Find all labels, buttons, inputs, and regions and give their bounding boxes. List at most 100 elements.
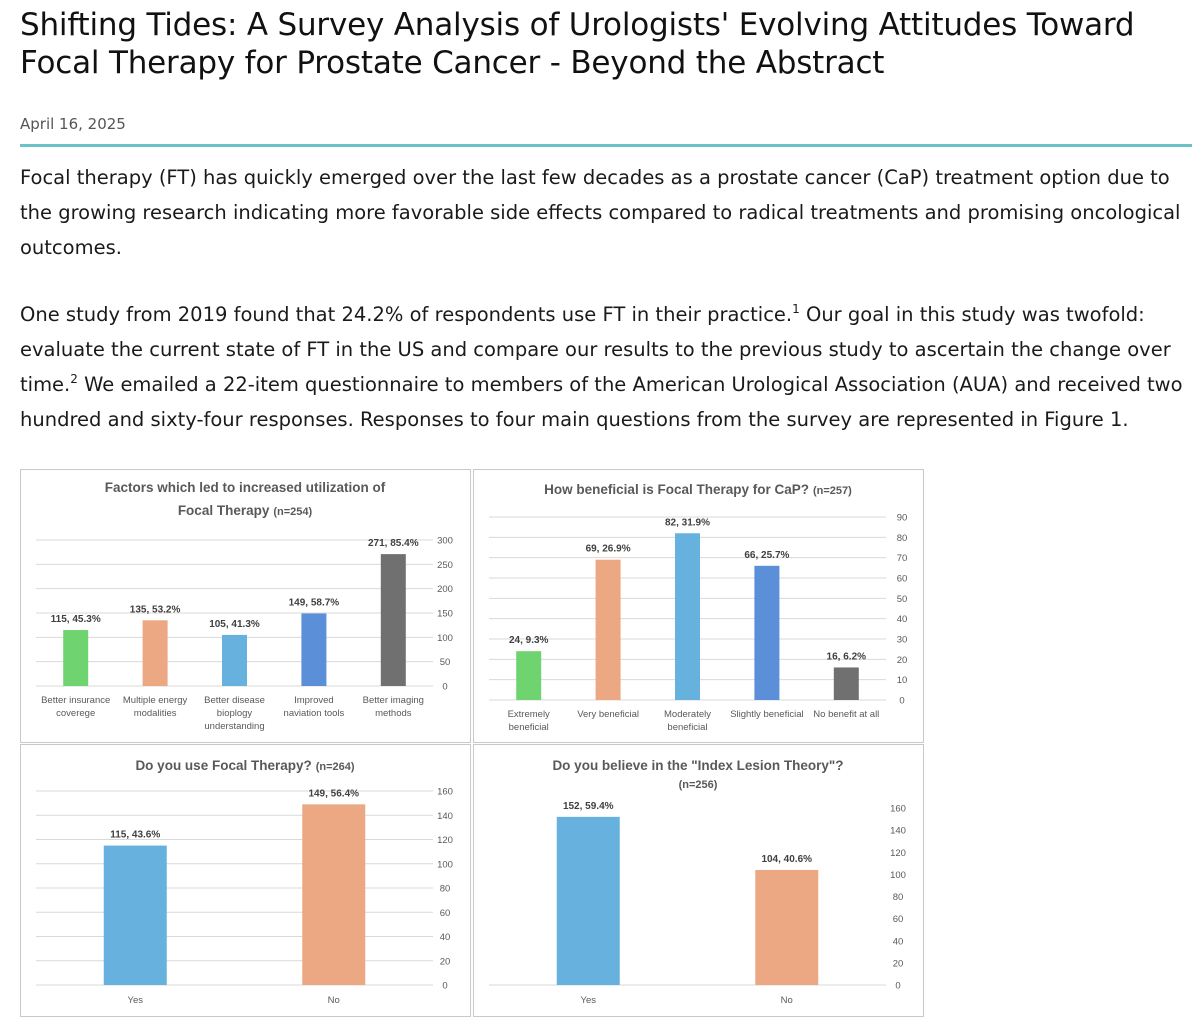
y-tick-label: 60 <box>893 914 904 925</box>
data-label: 149, 56.4% <box>308 788 359 799</box>
y-tick-label: 50 <box>440 657 451 668</box>
bar-1 <box>556 816 620 985</box>
y-tick-label: 300 <box>437 536 453 547</box>
y-tick-label: 200 <box>437 584 453 595</box>
chart-index-lesion-theory-svg: Do you believe in the "Index Lesion Theo… <box>489 758 906 1006</box>
chart-benefit-rating: How beneficial is Focal Therapy for CaP?… <box>473 469 924 743</box>
y-tick-label: 0 <box>442 981 447 992</box>
data-label: 271, 85.4% <box>368 538 419 549</box>
category-label: Moderately <box>664 709 711 720</box>
chart-title-line-1: How beneficial is Focal Therapy for CaP?… <box>544 482 852 497</box>
y-tick-label: 50 <box>897 594 908 605</box>
citation-1[interactable]: 1 <box>792 302 800 316</box>
y-tick-label: 250 <box>437 560 453 571</box>
chart-title-text: Focal Therapy <box>178 503 270 518</box>
y-tick-label: 60 <box>440 908 451 919</box>
chart-title-line-1: Do you use Focal Therapy? (n=264) <box>135 758 354 773</box>
chart-benefit-rating-svg: How beneficial is Focal Therapy for CaP?… <box>489 482 908 733</box>
paragraph-study: One study from 2019 found that 24.2% of … <box>20 297 1185 437</box>
figure-1: Factors which led to increased utilizati… <box>20 469 925 1017</box>
category-label: methods <box>375 708 412 719</box>
bar-3 <box>675 533 700 700</box>
y-tick-label: 100 <box>437 633 453 644</box>
y-tick-label: 20 <box>897 655 908 666</box>
citation-2[interactable]: 2 <box>70 372 78 386</box>
chart-index-lesion-theory: Do you believe in the "Index Lesion Theo… <box>473 744 924 1017</box>
category-label: No benefit at all <box>813 709 879 720</box>
article-title: Shifting Tides: A Survey Analysis of Uro… <box>20 7 1135 81</box>
chart-sample-size: (n=256) <box>679 779 718 791</box>
data-label: 105, 41.3% <box>209 619 260 630</box>
bar-1 <box>63 630 89 686</box>
category-label: Yes <box>581 995 597 1006</box>
paragraph-study-part-2: Our goal in this study was twofold: eval… <box>20 303 1171 396</box>
category-label: Very beneficial <box>577 709 639 720</box>
bar-1 <box>516 651 542 700</box>
y-tick-label: 140 <box>890 826 906 837</box>
y-tick-label: 90 <box>897 513 908 524</box>
y-tick-label: 40 <box>440 932 451 943</box>
category-label: Extremely <box>508 709 550 720</box>
chart-use-focal-therapy-svg: Do you use Focal Therapy? (n=264) 0 20 40 60 8… <box>36 758 453 1006</box>
category-label: Improved <box>294 695 334 706</box>
y-tick-label: 20 <box>893 958 904 969</box>
bar-3 <box>222 634 247 686</box>
chart-sample-size: (n=257) <box>813 485 852 497</box>
category-label: Slightly beneficial <box>730 709 803 720</box>
data-label: 69, 26.9% <box>586 544 631 555</box>
data-label: 24, 9.3% <box>509 635 549 646</box>
y-tick-label: 40 <box>893 936 904 947</box>
y-tick-label: 140 <box>437 811 453 822</box>
paragraph-study-part-1: One study from 2019 found that 24.2% of … <box>20 303 793 326</box>
y-tick-label: 120 <box>890 848 906 859</box>
bar-1 <box>103 845 167 985</box>
y-tick-label: 60 <box>897 574 908 585</box>
category-label: Multiple energy <box>123 695 188 706</box>
category-label: coverege <box>56 708 95 719</box>
bar-4 <box>754 565 780 700</box>
bar-5 <box>833 667 859 700</box>
y-tick-label: 30 <box>897 635 908 646</box>
title-divider <box>20 144 1192 147</box>
category-label: naviation tools <box>284 708 345 719</box>
data-label: 82, 31.9% <box>665 517 710 528</box>
chart-title-text: Factors which led to increased utilizati… <box>105 480 386 495</box>
chart-factors-utilization-svg: Factors which led to increased utilizati… <box>36 480 453 732</box>
chart-title-line-2: (n=256) <box>679 779 718 791</box>
chart-sample-size: (n=254) <box>273 506 312 518</box>
y-tick-label: 80 <box>893 892 904 903</box>
chart-use-focal-therapy: Do you use Focal Therapy? (n=264) 0 20 40 60 8… <box>20 744 471 1017</box>
y-tick-label: 70 <box>897 553 908 564</box>
category-label: modalities <box>134 708 177 719</box>
y-tick-label: 80 <box>440 884 451 895</box>
chart-title-text: How beneficial is Focal Therapy for CaP? <box>544 482 809 497</box>
y-tick-label: 120 <box>437 835 453 846</box>
category-label: Better imaging <box>363 695 424 706</box>
data-label: 66, 25.7% <box>744 550 789 561</box>
bar-2 <box>595 559 621 700</box>
chart-factors-utilization: Factors which led to increased utilizati… <box>20 469 471 743</box>
category-label: Better disease <box>204 695 265 706</box>
bar-2 <box>302 804 366 985</box>
bar-5 <box>380 554 406 686</box>
bar-4 <box>301 613 327 686</box>
category-label: beneficial <box>509 722 549 733</box>
data-label: 135, 53.2% <box>130 604 181 615</box>
chart-title-line-1: Do you believe in the "Index Lesion Theo… <box>552 758 843 773</box>
y-tick-label: 100 <box>437 859 453 870</box>
y-tick-label: 0 <box>442 682 447 693</box>
paragraph-study-part-3: We emailed a 22-item questionnaire to me… <box>20 373 1183 431</box>
category-label: No <box>328 995 340 1006</box>
chart-title-line-2: Focal Therapy (n=254) <box>178 503 313 518</box>
category-label: beneficial <box>667 722 707 733</box>
data-label: 104, 40.6% <box>761 854 812 865</box>
y-tick-label: 0 <box>899 696 904 707</box>
data-label: 115, 43.6% <box>110 830 160 841</box>
chart-title-line-1: Factors which led to increased utilizati… <box>105 480 386 495</box>
y-tick-label: 100 <box>890 870 906 881</box>
y-tick-label: 160 <box>890 804 906 815</box>
bar-2 <box>755 869 819 985</box>
y-tick-label: 40 <box>897 614 908 625</box>
chart-title-text: Do you believe in the "Index Lesion Theo… <box>552 758 843 773</box>
